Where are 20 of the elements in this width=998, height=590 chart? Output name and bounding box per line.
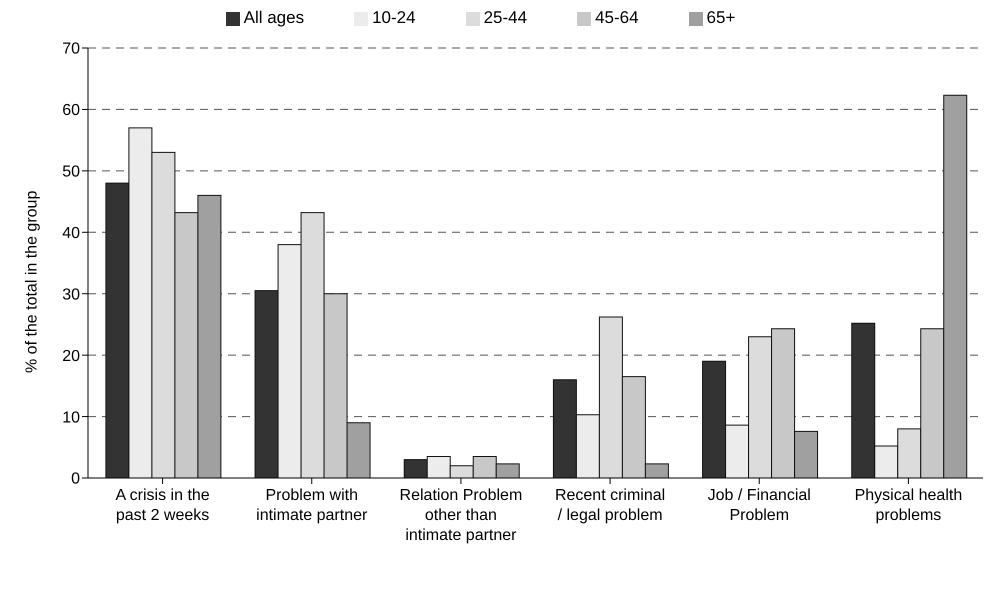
x-tick-label: A crisis in the past 2 weeks [115,487,210,524]
y-axis-title: % of the total in the group [24,190,41,373]
legend-label: 25-44 [484,8,528,27]
y-tick-label: 40 [62,224,80,242]
x-tick-label: Job / Financial Problem [708,487,811,524]
y-tick-label: 20 [62,348,80,365]
x-tick-label: Recent criminal / legal problem [554,487,666,524]
x-tick-label: Physical health problems [854,487,962,524]
y-tick-label: 30 [62,286,80,304]
y-tick-label: 0 [71,470,80,488]
legend-label: All ages [244,8,304,27]
y-tick-label: 50 [62,164,80,181]
y-tick-label: 60 [62,102,80,120]
legend-label: 10-24 [372,8,416,27]
legend-label: 65+ [706,8,736,27]
legend-label: 45-64 [595,8,639,27]
y-tick-label: 70 [62,40,80,58]
y-tick-label: 10 [62,409,80,426]
x-tick-label: Problem with intimate partner [256,487,368,524]
x-tick-label: Relation Problem other than intimate partner [400,487,522,544]
